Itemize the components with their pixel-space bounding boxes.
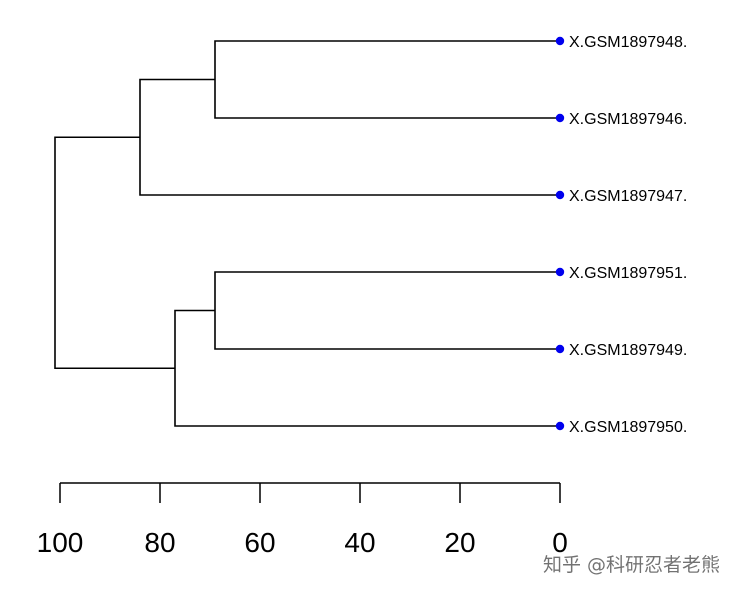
leaf-label: X.GSM1897946. <box>569 111 687 128</box>
leaf-point <box>555 190 565 200</box>
leaf-point <box>555 36 565 46</box>
dendrogram-branch <box>214 271 560 350</box>
leaf-point <box>555 113 565 123</box>
axis-tick-label: 0 <box>552 527 568 558</box>
axis-tick-label: 40 <box>344 527 375 558</box>
axis-tick-labels: 100 80 60 40 20 0 <box>37 527 568 558</box>
leaf-label: X.GSM1897949. <box>569 342 687 359</box>
leaf-point <box>555 267 565 277</box>
dendrogram-branches <box>54 40 560 427</box>
axis-tick-label: 20 <box>444 527 475 558</box>
axis-tick-label: 60 <box>244 527 275 558</box>
watermark: 知乎 @科研忍者老熊 <box>543 554 720 576</box>
leaf-label: X.GSM1897947. <box>569 188 687 205</box>
dendrogram-branch <box>214 40 560 119</box>
axis-ticks <box>59 483 561 503</box>
leaf-label: X.GSM1897951. <box>569 265 687 282</box>
axis-tick-label: 100 <box>37 527 84 558</box>
dendrogram-branch <box>139 78 560 196</box>
axis-tick-label: 80 <box>144 527 175 558</box>
leaf-label: X.GSM1897948. <box>569 34 687 51</box>
dendrogram-branch <box>174 309 560 427</box>
height-axis: 100 80 60 40 20 0 <box>37 482 568 558</box>
leaf-label: X.GSM1897950. <box>569 419 687 436</box>
leaf-labels: X.GSM1897948. X.GSM1897946. X.GSM1897947. X… <box>569 34 687 436</box>
leaf-point <box>555 421 565 431</box>
dendrogram-branch <box>54 136 175 370</box>
leaf-points <box>555 36 565 431</box>
leaf-point <box>555 344 565 354</box>
